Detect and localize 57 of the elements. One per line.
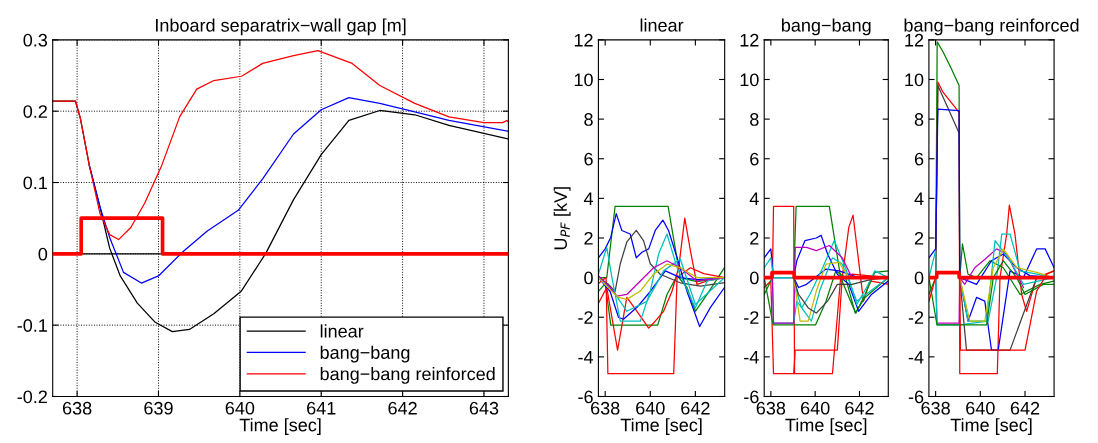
y-tick-label: 2 (584, 231, 593, 245)
y-tick-label: 8 (584, 113, 593, 126)
x-tick-label: 642 (1010, 401, 1040, 415)
chart-title: bang−bang (781, 18, 871, 36)
y-tick-label: 0.3 (23, 33, 48, 47)
y-tick-label: 12 (574, 33, 593, 47)
y-tick-label: -2 (908, 311, 924, 324)
y-tick-label: 6 (584, 152, 593, 166)
x-tick-label: 639 (144, 401, 173, 415)
y-tick-label: 0 (38, 247, 48, 261)
chart-title: linear (640, 18, 684, 32)
y-tick-label: -4 (744, 350, 759, 364)
y-tick-label: 8 (914, 113, 924, 126)
y-tick-label: 8 (750, 113, 759, 126)
y-tick-label: 6 (914, 152, 924, 166)
x-tick-label: 642 (681, 401, 710, 415)
y-tick-label: 0.1 (23, 176, 47, 190)
y-tick-label: 10 (574, 73, 593, 87)
x-tick-label: 638 (62, 401, 92, 415)
chart-title: Inboard separatrix−wall gap [m] (156, 18, 406, 36)
x-tick-label: 642 (388, 401, 417, 415)
x-tick-label: 638 (591, 401, 620, 415)
x-tick-label: 640 (966, 401, 995, 415)
y-tick-label: 4 (749, 192, 759, 205)
y-tick-label: 12 (740, 33, 759, 47)
y-tick-label: 2 (914, 231, 924, 245)
y-tick-label: -0.1 (17, 319, 47, 332)
x-axis-title: Time [sec] (950, 418, 1032, 436)
y-tick-label: 0.2 (23, 105, 47, 118)
y-tick-label: 4 (914, 192, 924, 205)
y-tick-label: -4 (908, 350, 924, 364)
x-tick-label: 640 (636, 401, 665, 415)
x-tick-label: 642 (845, 401, 874, 415)
legend-label: linear (320, 324, 364, 338)
legend-label: bang−bang reinforced (320, 367, 495, 384)
y-tick-label: 10 (905, 73, 924, 87)
x-tick-label: 640 (801, 401, 830, 415)
y-tick-label: 10 (740, 73, 759, 87)
y-tick-label: -2 (578, 311, 593, 324)
y-tick-label: -4 (578, 350, 594, 364)
x-axis-title: Time [sec] (239, 418, 321, 436)
y-tick-label: 6 (750, 152, 759, 166)
x-tick-label: 643 (469, 401, 499, 415)
y-tick-label: 0 (914, 271, 924, 285)
y-tick-label: 0 (750, 271, 759, 285)
y-axis-title: U$_{PF}$ [kV] (553, 187, 571, 250)
x-tick-label: 641 (307, 401, 336, 415)
x-axis-title: Time [sec] (620, 418, 702, 436)
y-tick-label: 4 (583, 192, 594, 205)
y-tick-label: 0 (584, 271, 593, 285)
y-tick-label: -0.2 (17, 390, 47, 404)
legend-label: bang−bang (320, 345, 410, 363)
x-tick-label: 640 (225, 401, 255, 415)
y-tick-label: -6 (578, 390, 593, 404)
y-tick-label: -2 (744, 311, 759, 324)
y-tick-label: 2 (750, 231, 759, 245)
x-axis-title: Time [sec] (785, 418, 867, 436)
